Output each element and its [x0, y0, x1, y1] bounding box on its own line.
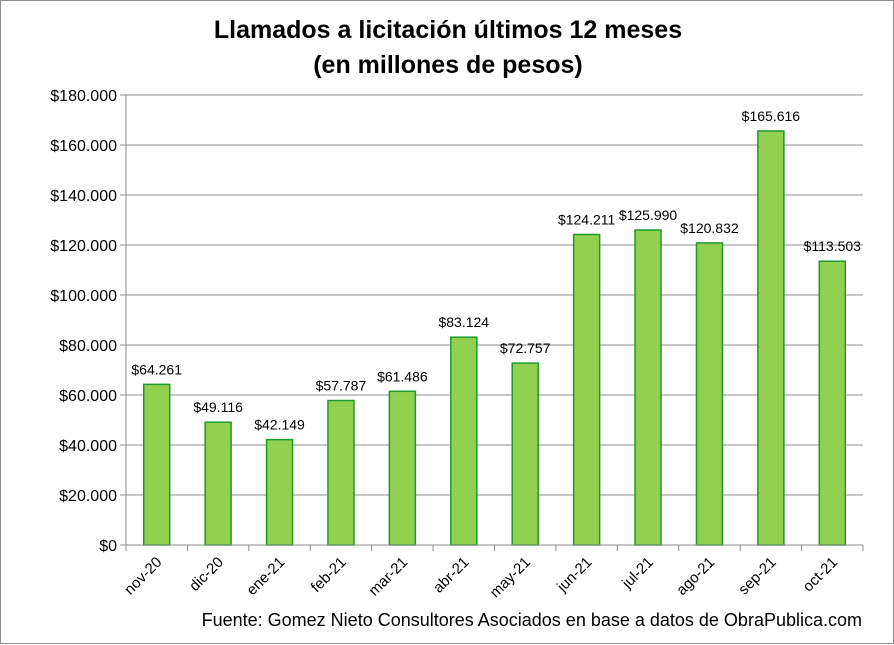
bar: [511, 362, 539, 546]
bar: [818, 260, 847, 546]
y-axis-ticks: $0 $20.000 $40.000 $60.000 $80.000 $100.000 $1…: [50, 88, 126, 555]
x-tick-label: oct-21: [800, 554, 842, 596]
axes: [125, 95, 864, 551]
y-tick-label: $40.000: [59, 438, 117, 455]
bar: [204, 421, 232, 546]
data-label: $120.832: [680, 220, 739, 236]
data-label: $61.486: [377, 368, 428, 384]
data-label: $113.503: [804, 238, 862, 254]
x-tick-label: abr-21: [430, 554, 473, 597]
x-tick-label: jun-21: [553, 554, 595, 596]
x-tick-label: feb-21: [308, 554, 350, 596]
data-label: $165.616: [742, 108, 801, 124]
y-tick-label: $0: [99, 538, 117, 555]
y-tick-label: $100.000: [50, 288, 117, 305]
gridlines: [126, 94, 863, 496]
data-label: $49.116: [193, 399, 243, 415]
bar: [634, 229, 662, 546]
x-axis-ticks: nov-20 dic-20 ene-21 feb-21 mar-21 abr-21 may-…: [121, 554, 841, 601]
bar: [757, 130, 785, 546]
y-tick-label: $120.000: [50, 238, 117, 255]
data-label: $83.124: [438, 314, 489, 330]
source-note: Fuente: Gomez Nieto Consultores Asociado…: [1, 610, 894, 631]
data-label: $72.757: [500, 340, 551, 356]
bar: [450, 336, 478, 546]
y-tick-label: $20.000: [59, 488, 117, 505]
y-tick-label: $160.000: [50, 138, 117, 155]
bar: [695, 242, 724, 546]
bar: [572, 233, 601, 546]
data-labels: $64.261 $49.116 $42.149 $57.787 $61.486 $83.1…: [131, 108, 861, 433]
source-text: Fuente: Gomez Nieto Consultores Asociado…: [201, 610, 862, 630]
bar: [142, 383, 171, 546]
y-tick-label: $140.000: [50, 188, 117, 205]
bar: [388, 390, 417, 546]
x-tick-label: may-21: [487, 554, 534, 601]
x-tick-label: ene-21: [243, 554, 288, 599]
chart-title: Llamados a licitación últimos 12 meses: [213, 16, 683, 44]
data-label: $64.261: [131, 361, 182, 377]
chart-subtitle: (en millones de pesos): [313, 51, 583, 79]
x-tick-label: sep-21: [735, 554, 779, 598]
y-tick-label: $60.000: [59, 388, 117, 405]
bars: [142, 130, 847, 546]
bar: [327, 399, 355, 546]
data-label: $42.149: [254, 417, 305, 433]
chart-title-block: Llamados a licitación últimos 12 meses (…: [1, 13, 894, 83]
x-tick-label: nov-20: [121, 554, 165, 598]
data-label: $124.211: [558, 211, 616, 227]
x-tick-label: dic-20: [186, 554, 227, 595]
data-label: $57.787: [316, 378, 367, 394]
x-tick-label: jul-21: [618, 554, 657, 593]
data-label: $125.990: [619, 207, 678, 223]
y-tick-label: $80.000: [59, 338, 117, 355]
x-tick-label: ago-21: [673, 554, 718, 599]
y-tick-label: $180.000: [50, 88, 117, 105]
x-tick-label: mar-21: [366, 554, 412, 600]
bar: [265, 438, 294, 546]
